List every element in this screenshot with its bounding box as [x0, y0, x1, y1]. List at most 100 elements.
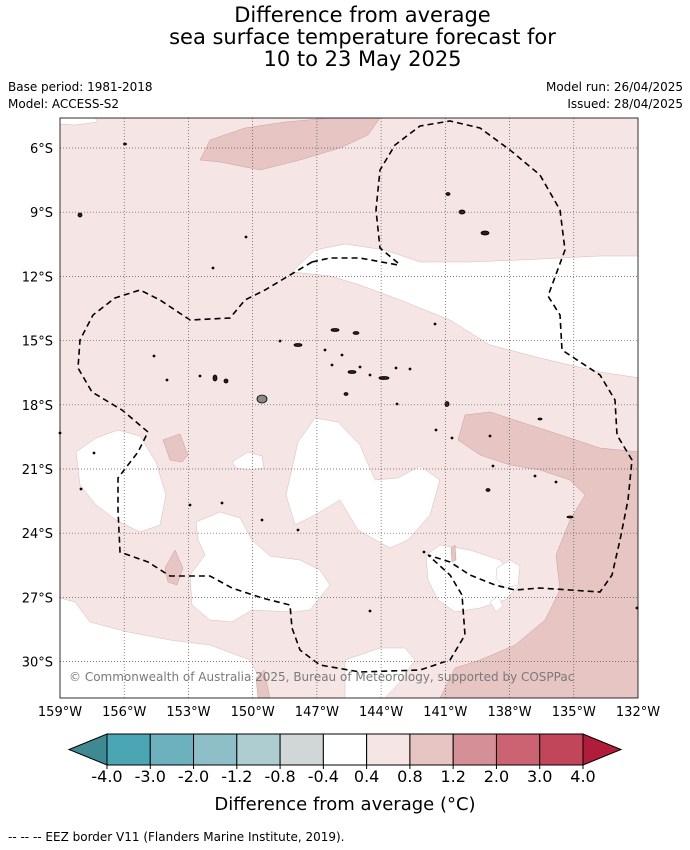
colorbar-segment: [452, 733, 497, 766]
island-marker: [445, 192, 451, 196]
contour-neutral-south: [60, 597, 271, 698]
latitude-labels: 6°S 9°S 12°S 15°S 18°S 21°S 24°S 27°S 30°S: [22, 142, 53, 671]
island-marker: [433, 322, 437, 326]
colorbar-tick-label: -1.2: [221, 767, 252, 786]
lat-tick-label: 9°S: [30, 206, 53, 221]
graticule: [60, 118, 638, 698]
contour-neutral-southwest: [189, 511, 331, 623]
island-marker: [480, 230, 490, 236]
island-marker: [450, 436, 454, 440]
island-marker: [165, 378, 169, 382]
colorbar-tick-label: 2.0: [484, 767, 509, 786]
lat-tick-label: 15°S: [22, 335, 53, 350]
island-marker: [123, 142, 127, 146]
island-marker: [330, 328, 340, 332]
island-marker: [212, 374, 218, 382]
lon-tick-label: 150°W: [231, 705, 275, 720]
island-marker: [223, 378, 229, 384]
colorbar-tick-label: -0.8: [264, 767, 295, 786]
island-marker: [358, 365, 362, 369]
lon-tick-label: 156°W: [102, 705, 146, 720]
colorbar-tick-label: -2.0: [178, 767, 209, 786]
contour-neutral-center: [285, 417, 441, 549]
colorbar-tick-label: -4.0: [91, 767, 122, 786]
island-marker: [323, 348, 327, 352]
lon-tick-label: 144°W: [359, 705, 403, 720]
colorbar-segment: [539, 733, 584, 766]
meta-right: Model run: 26/04/2025 Issued: 28/04/2025: [546, 79, 683, 113]
title-line-3: 10 to 23 May 2025: [263, 47, 462, 71]
island-marker: [152, 354, 156, 358]
issued-date: Issued: 28/04/2025: [567, 97, 683, 111]
island-marker: [188, 503, 192, 507]
contour-neutral-nw: [60, 118, 99, 126]
island-marker: [488, 434, 492, 438]
lon-tick-label: 147°W: [295, 705, 339, 720]
colorbar-segment: [409, 733, 454, 766]
contour-neutral-small1: [231, 451, 265, 471]
island-marker: [79, 487, 83, 491]
colorbar-segment: [193, 733, 238, 766]
colorbar-tick-label: 0.8: [397, 767, 422, 786]
island-marker: [296, 528, 300, 532]
colorbar-tick-label: 0.4: [354, 767, 379, 786]
island-marker: [347, 370, 357, 374]
island-marker: [537, 417, 543, 421]
colorbar-tick-label: -3.0: [135, 767, 166, 786]
contour-neutral-west: [75, 429, 167, 533]
contour-warm-small: [450, 544, 457, 563]
island-marker: [394, 366, 398, 370]
island-marker: [330, 363, 334, 367]
contour-neutral-small2: [495, 559, 521, 589]
colorbar-extend-high: [582, 733, 623, 766]
eez-footnote: -- -- -- EEZ border V11 (Flanders Marine…: [8, 830, 345, 844]
island-marker: [378, 376, 390, 380]
lon-tick-label: 153°W: [166, 705, 210, 720]
lon-tick-label: 135°W: [552, 705, 596, 720]
background-shading: [60, 118, 638, 698]
island-marker: [198, 374, 202, 378]
contour-warm-west1: [162, 433, 189, 463]
anomaly-field: [60, 118, 638, 698]
colorbar: -4.0 -3.0 -2.0 -1.2 -0.8 -0.4 0.4 0.8 1.2 2.0 3.0 4…: [67, 733, 623, 786]
lat-tick-label: 12°S: [22, 270, 53, 285]
island-marker: [408, 367, 412, 371]
colorbar-segment: [106, 733, 151, 766]
island-marker: [220, 501, 224, 505]
island-marker: [77, 212, 83, 218]
colorbar-segment: [149, 733, 195, 766]
contour-warm-south1: [255, 669, 271, 698]
contour-neutral-south2: [344, 647, 416, 698]
island-marker: [554, 480, 558, 484]
island-marker: [244, 235, 248, 239]
island-marker: [256, 394, 268, 404]
map-frame: [59, 117, 639, 699]
island-marker: [533, 474, 537, 478]
colorbar-extend-low: [67, 733, 108, 766]
lon-tick-label: 132°W: [616, 705, 660, 720]
island-marker: [491, 464, 495, 468]
island-marker: [92, 451, 96, 455]
colorbar-segment: [495, 733, 541, 766]
contour-warm-north: [199, 118, 381, 171]
model-name: Model: ACCESS-S2: [8, 97, 120, 111]
meta-left: Base period: 1981-2018 Model: ACCESS-S2: [8, 79, 153, 113]
island-marker: [422, 550, 426, 554]
island-marker: [566, 515, 574, 519]
contour-warm-east: [439, 411, 638, 698]
model-run: Model run: 26/04/2025: [545, 80, 683, 94]
eez-borders: [77, 120, 633, 673]
map-panel: 6°S 9°S 12°S 15°S 18°S 21°S 24°S 27°S 30°S 159°W…: [22, 117, 660, 720]
lon-tick-label: 141°W: [423, 705, 467, 720]
colorbar-segment: [322, 733, 368, 766]
colorbar-segment: [236, 733, 281, 766]
base-period: Base period: 1981-2018: [8, 80, 153, 94]
lat-tick-label: 21°S: [22, 463, 53, 478]
lat-tick-label: 27°S: [22, 591, 53, 606]
copyright-notice: © Commonwealth of Australia 2025, Bureau…: [69, 670, 574, 684]
map-title: Difference from average sea surface temp…: [0, 4, 690, 70]
island-marker: [368, 373, 372, 377]
island-marker: [340, 353, 344, 357]
contour-neutral-band: [291, 243, 638, 378]
